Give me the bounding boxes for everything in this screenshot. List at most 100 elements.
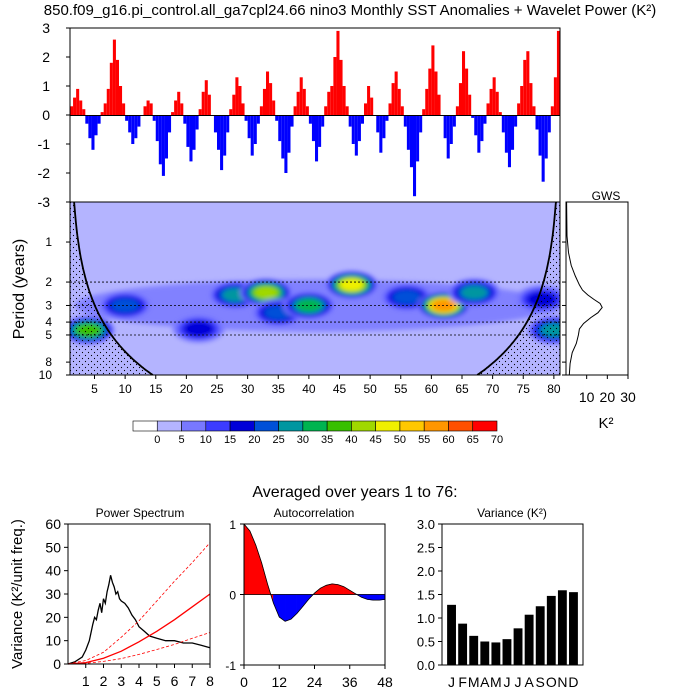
anomaly-bar [198,109,202,115]
anomaly-bar [94,115,98,136]
x-tick-label: 75 [517,382,531,396]
anomaly-bar [437,94,441,115]
colorbar-swatch [205,420,231,432]
anomaly-bar [388,103,392,115]
anomaly-bar [217,115,221,150]
anomaly-bar [348,115,352,127]
colorbar-label: 15 [224,434,236,446]
anomaly-bar [538,115,542,156]
anomaly-bar [229,109,233,115]
colorbar: 0 5 10 15 20 25 30 35 40 45 50 55 60 65 70 [132,420,503,446]
y-tick-label: 0.0 [417,658,435,673]
variance-bar [480,641,490,665]
y-tick-label: 3 [42,20,50,36]
colorbar-swatch [472,420,498,432]
autocorrelation-panel: Autocorrelation 1 0 -1 0 12 24 36 48 [225,506,393,690]
anomaly-bar [70,106,74,115]
anomaly-bar [532,106,536,115]
anomaly-bar [370,97,374,115]
anomaly-bar [293,106,297,115]
anomaly-bar [250,115,254,156]
anomaly-bar [345,106,349,115]
anomaly-bar [520,86,524,115]
x-tick-label: 5 [153,673,161,689]
anomaly-bar [174,100,178,115]
anomaly-bar [232,94,236,115]
colorbar-label: 5 [178,434,184,446]
x-tick-label: 30 [620,389,636,405]
anomaly-bar [238,86,242,115]
anomaly-bar [201,91,205,115]
anomaly-bar [76,88,80,115]
anomaly-bar [100,112,104,115]
anomaly-bar [109,62,113,115]
anomaly-bar [207,94,211,115]
anomaly-bar [97,115,101,124]
anomaly-bar [498,112,502,115]
power-spectrum-y-ticks: 0 10 20 30 40 50 60 [45,516,68,672]
colorbar-label: 25 [272,434,284,446]
colorbar-swatch [423,420,449,432]
anomaly-bar [119,86,123,115]
gws-panel: GWS 10 20 30 K² [562,189,636,432]
anomaly-bar [462,51,466,115]
x-tick-label: 35 [272,382,286,396]
variance-bar [569,592,578,665]
y-tick-label: 0 [53,656,61,672]
y-tick-label: 1.0 [417,611,435,626]
colorbar-swatch [229,420,255,432]
anomaly-bar [382,115,386,139]
colorbar-label: 10 [200,434,212,446]
anomaly-bar [458,83,462,115]
x-tick-label: 15 [149,382,163,396]
anomaly-bar [302,88,306,115]
x-tick-label: 60 [425,382,439,396]
anomaly-bar [342,86,346,115]
colorbar-label: 55 [418,434,430,446]
variance-bar [524,614,534,665]
colorbar-label: 0 [154,434,160,446]
variance-bar [546,595,556,665]
anomaly-bar [192,115,196,150]
wavelet-y-axis-label: Period (years) [11,239,28,339]
colorbar-swatch [156,420,182,432]
x-tick-label: 2 [100,673,108,689]
anomaly-bar [507,115,511,168]
anomaly-bar [308,115,312,124]
anomaly-bar [416,115,420,162]
anomaly-bar [195,115,199,130]
anomaly-bar [128,115,132,133]
variance-bar [502,639,512,665]
acf-segment [249,530,256,595]
power-contour [461,285,488,300]
colorbar-swatch [399,420,425,432]
anomaly-bar [529,83,533,115]
anomaly-bar [422,109,426,115]
anomaly-bar [299,77,303,115]
anomaly-bar [143,106,147,115]
anomaly-bar [281,115,285,159]
anomaly-bar [103,103,107,115]
monthly-variance-title: Variance (K²) [477,506,547,520]
acf-segment [284,594,292,622]
x-tick-label: 48 [377,674,393,690]
anomaly-bar [137,115,141,127]
anomaly-bar [146,100,150,115]
spectrum-series [67,593,211,665]
power-contour [111,298,140,313]
month-label: A [524,674,534,690]
acf-segment [373,594,380,601]
colorbar-label: 35 [321,434,333,446]
x-tick-label: 36 [342,674,358,690]
y-tick-label: 2 [45,275,52,289]
anomaly-bar [357,115,361,142]
y-tick-label: 1 [229,518,236,532]
power-spectrum-lines [67,542,211,665]
anomaly-bar [321,115,325,127]
anomaly-bar [547,115,551,133]
anomaly-bar [477,115,481,153]
anomaly-bar [305,106,309,115]
x-tick-label: 4 [135,673,143,689]
anomaly-bar [452,115,456,127]
